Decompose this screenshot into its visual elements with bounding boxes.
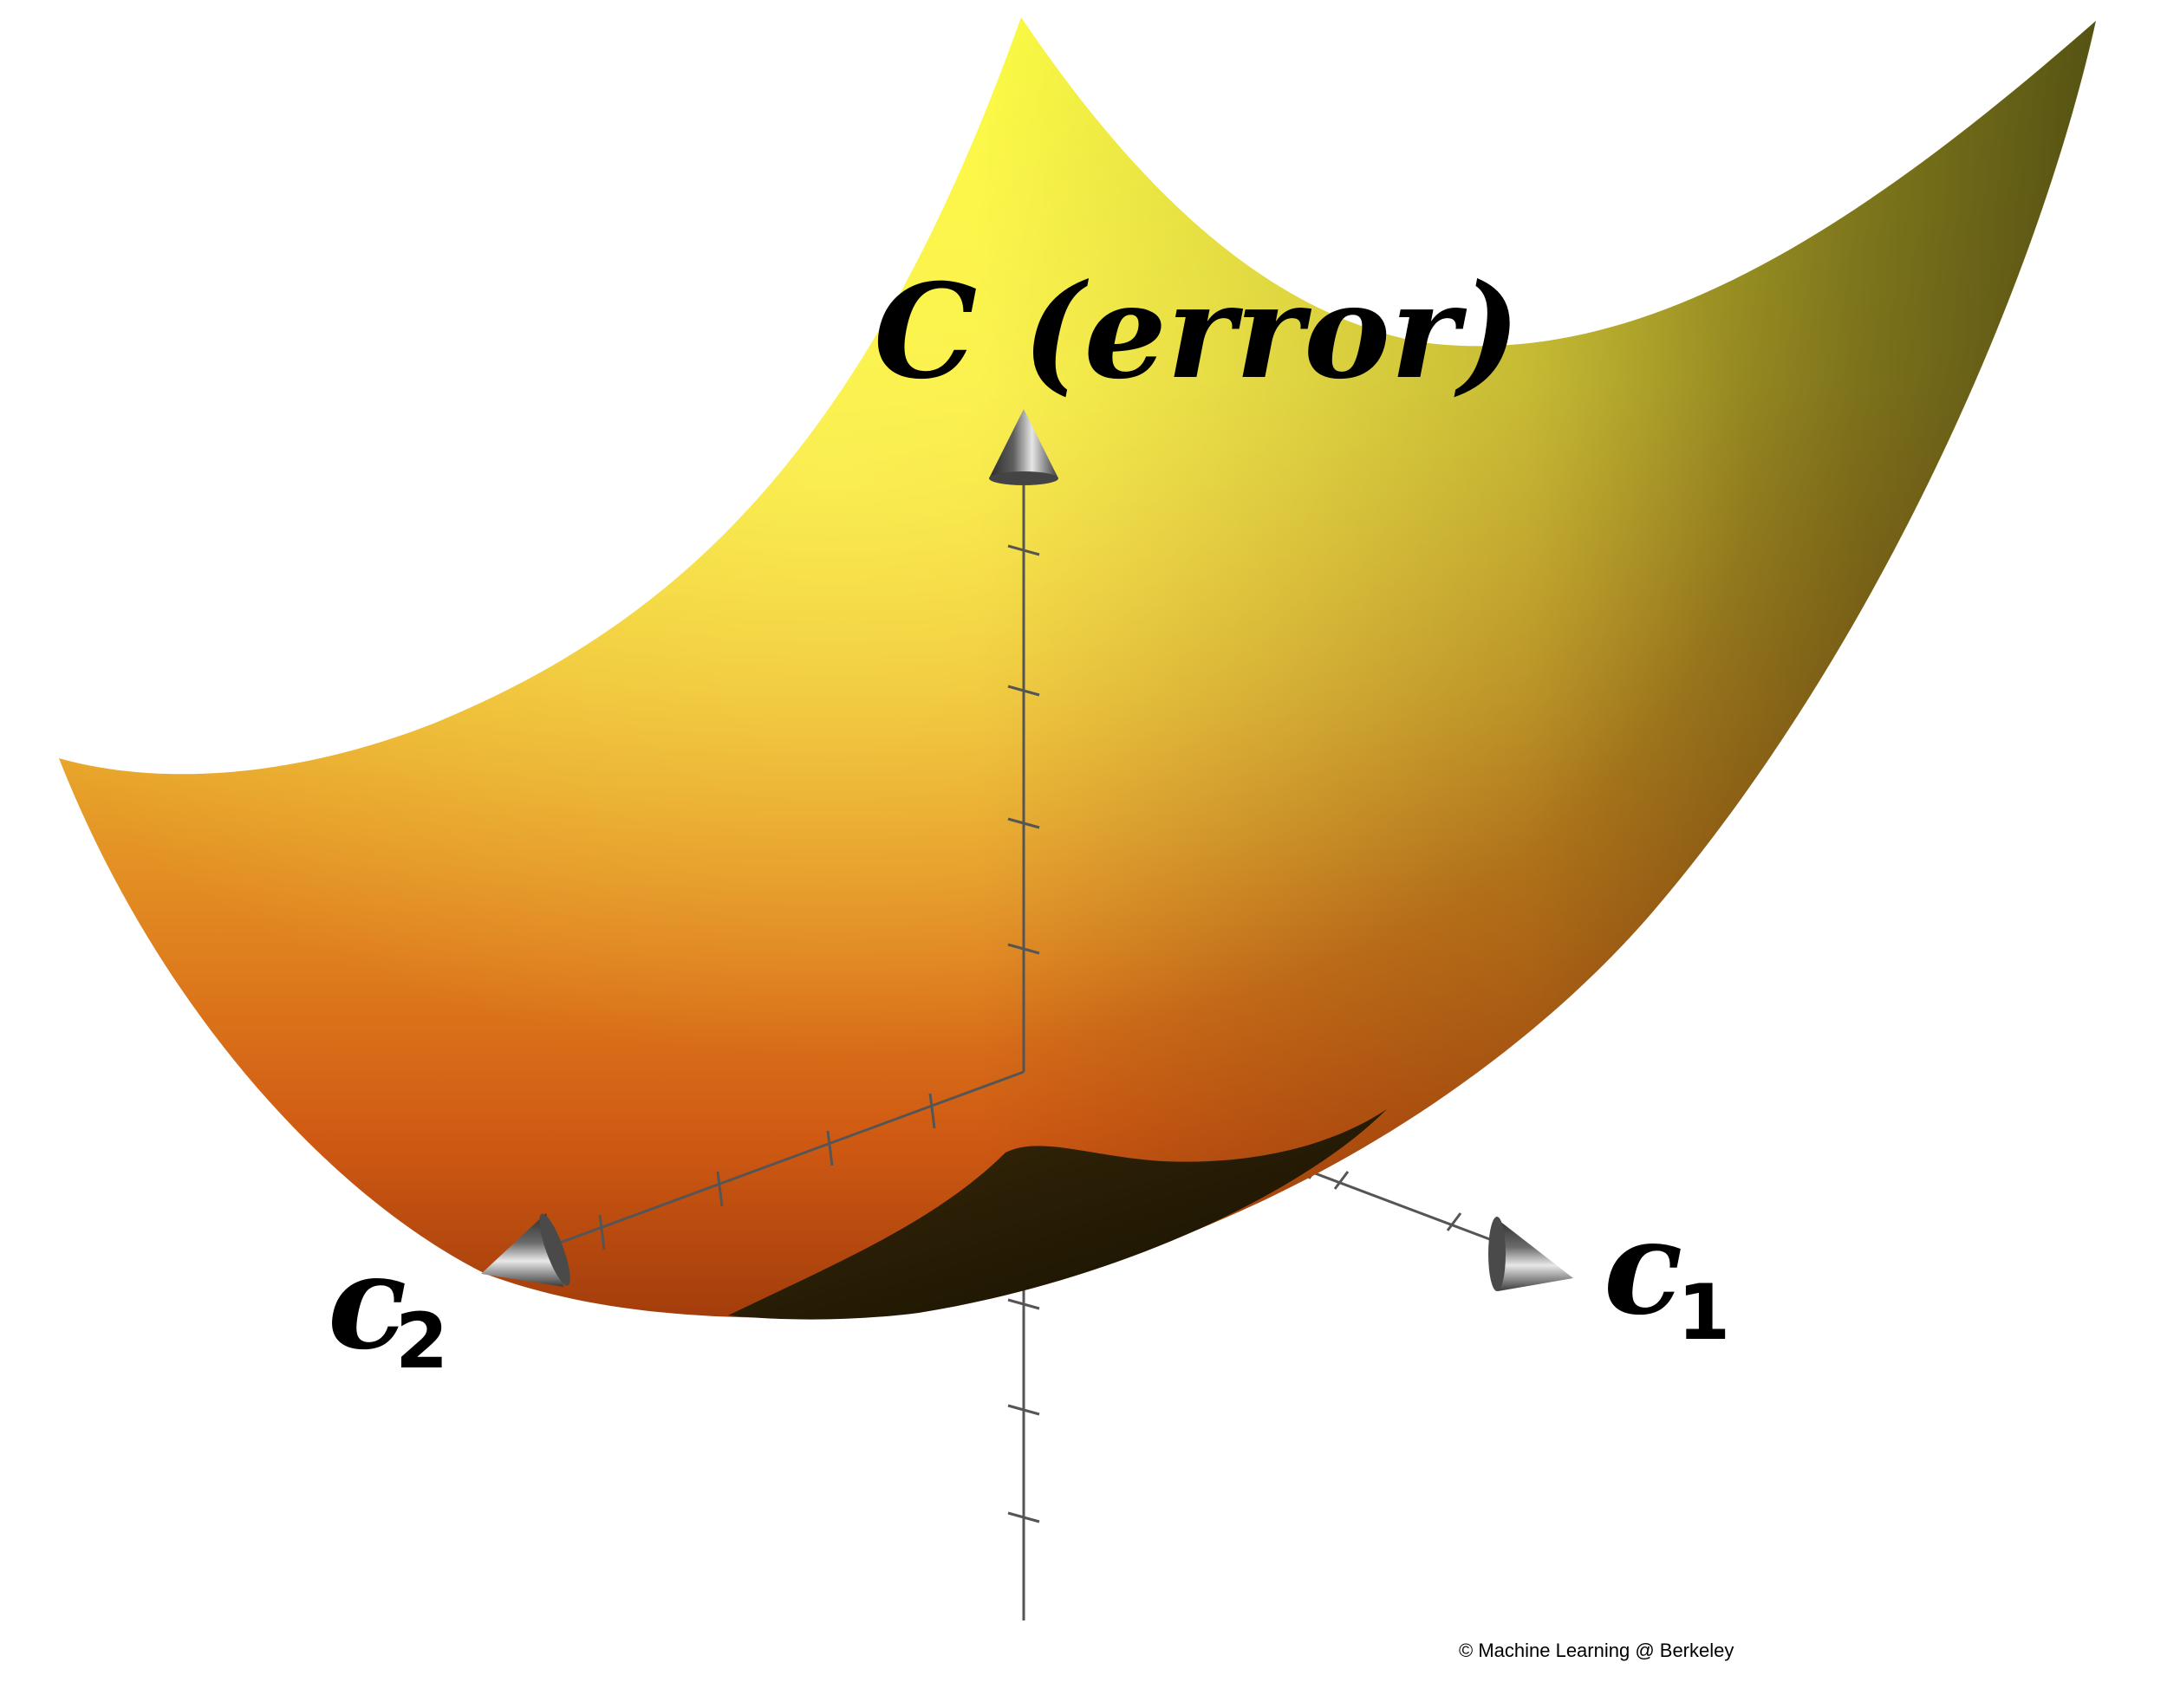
credit-text: © Machine Learning @ Berkeley xyxy=(1459,1640,1734,1661)
c2-subscript: 2 xyxy=(395,1296,448,1386)
vertical-axis-arrowhead xyxy=(989,409,1058,485)
c1-axis-arrowhead xyxy=(1488,1217,1573,1291)
c1-letter: c xyxy=(1604,1192,1682,1344)
surface-underside-shadow xyxy=(728,1109,1387,1320)
c2-axis-label: c 2 xyxy=(328,1226,448,1386)
c1-axis-line xyxy=(1282,1159,1513,1250)
error-surface xyxy=(59,17,2096,1320)
vertical-axis-upper xyxy=(1007,468,1040,1072)
c1-axis-label: c 1 xyxy=(1604,1192,1730,1357)
c2-letter: c xyxy=(328,1226,407,1379)
c2-axis-line xyxy=(545,1070,1025,1250)
vertical-axis-label: C (error) xyxy=(874,256,1520,408)
c2-axis-arrowhead xyxy=(481,1213,570,1287)
vertical-axis-lower xyxy=(1007,1283,1040,1620)
c1-subscript: 1 xyxy=(1677,1268,1730,1357)
